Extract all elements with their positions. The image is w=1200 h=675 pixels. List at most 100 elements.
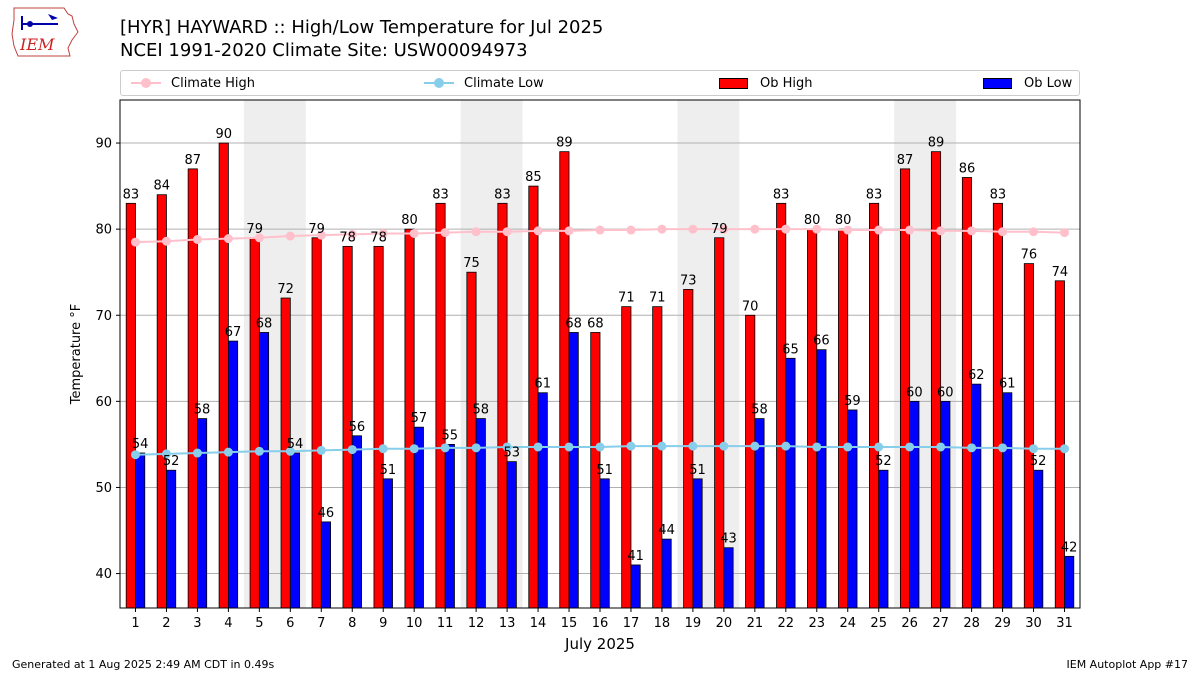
ob-high-label: 80 xyxy=(835,213,852,228)
ob-high-label: 76 xyxy=(1021,248,1038,263)
legend-climate-low: Climate Low xyxy=(424,71,544,95)
climate-high-point xyxy=(781,224,791,234)
x-tick-label: 25 xyxy=(870,616,887,631)
climate-low-point xyxy=(967,443,977,453)
legend-ob-high-label: Ob High xyxy=(760,75,813,91)
ob-high-label: 84 xyxy=(154,179,171,194)
ob-high-label: 73 xyxy=(680,273,697,288)
ob-high-label: 83 xyxy=(432,187,449,202)
climate-low-point xyxy=(502,442,512,452)
climate-low-point xyxy=(161,449,171,459)
y-tick-label: 40 xyxy=(95,567,112,582)
climate-high-point xyxy=(719,224,729,234)
ob-low-bar xyxy=(258,332,270,609)
y-tick-label: 60 xyxy=(95,395,112,410)
ob-high-label: 83 xyxy=(123,187,140,202)
climate-high-point xyxy=(378,228,388,238)
ob-high-bar xyxy=(714,237,725,609)
ob-high-label: 86 xyxy=(959,161,976,176)
x-tick-label: 7 xyxy=(317,616,325,631)
climate-low-point xyxy=(626,441,636,451)
ob-low-label: 66 xyxy=(813,334,830,349)
climate-low-swatch xyxy=(424,78,454,88)
ob-high-label: 80 xyxy=(804,213,821,228)
climate-high-point xyxy=(130,237,140,247)
ob-high-label: 89 xyxy=(928,136,945,151)
ob-high-label: 89 xyxy=(556,136,573,151)
x-axis-label: July 2025 xyxy=(564,635,635,653)
legend-climate-high: Climate High xyxy=(131,71,255,95)
ob-high-bar xyxy=(125,202,136,609)
ob-low-bar xyxy=(568,332,579,609)
ob-low-label: 61 xyxy=(999,377,1016,392)
climate-low-point xyxy=(688,441,698,451)
y-tick-label: 70 xyxy=(95,309,112,324)
climate-low-point xyxy=(533,442,543,452)
ob-high-label: 83 xyxy=(494,187,511,202)
y-tick-label: 50 xyxy=(95,481,112,496)
climate-high-point xyxy=(161,236,171,246)
ob-high-bar xyxy=(1054,280,1065,609)
ob-low-label: 52 xyxy=(163,454,180,469)
climate-low-point xyxy=(409,444,419,454)
climate-low-point xyxy=(843,442,853,452)
ob-high-bar xyxy=(528,185,539,609)
climate-high-point xyxy=(409,228,419,238)
ob-high-label: 70 xyxy=(742,299,759,314)
ob-low-label: 55 xyxy=(442,428,459,443)
ob-low-bar xyxy=(692,478,703,609)
climate-high-point xyxy=(347,229,357,239)
climate-high-point xyxy=(1060,228,1070,238)
ob-high-label: 83 xyxy=(773,187,790,202)
climate-high-point xyxy=(192,234,202,244)
ob-low-label: 54 xyxy=(132,437,149,452)
ob-low-bar xyxy=(599,478,610,609)
ob-high-bar xyxy=(311,237,322,609)
climate-high-point xyxy=(316,230,326,240)
climate-high-point xyxy=(688,224,698,234)
footer-generated: Generated at 1 Aug 2025 2:49 AM CDT in 0… xyxy=(12,658,275,671)
x-tick-label: 8 xyxy=(348,616,356,631)
ob-high-label: 74 xyxy=(1052,265,1069,280)
ob-high-label: 87 xyxy=(897,153,914,168)
ob-low-bar xyxy=(166,469,177,609)
climate-high-point xyxy=(812,224,822,234)
ob-high-label: 75 xyxy=(463,256,480,271)
ob-high-bar xyxy=(156,194,167,609)
ob-low-bar xyxy=(630,564,641,609)
climate-high-point xyxy=(657,224,667,234)
climate-high-point xyxy=(843,225,853,235)
ob-low-bar xyxy=(320,521,331,609)
ob-low-label: 51 xyxy=(596,463,613,478)
climate-high-point xyxy=(285,231,295,241)
climate-low-point xyxy=(874,442,884,452)
ob-high-bar xyxy=(1023,263,1034,609)
ob-low-bar xyxy=(1064,555,1075,609)
ob-low-bar xyxy=(506,461,517,609)
ob-low-label: 57 xyxy=(411,411,428,426)
iem-logo: IEM xyxy=(11,7,79,57)
x-tick-label: 27 xyxy=(932,616,949,631)
climate-low-point xyxy=(254,446,264,456)
x-tick-label: 10 xyxy=(406,616,423,631)
climate-low-point xyxy=(440,443,450,453)
legend-climate-high-label: Climate High xyxy=(171,75,256,91)
ob-low-bar xyxy=(909,400,920,609)
ob-low-bar xyxy=(382,478,393,609)
climate-low-point xyxy=(595,442,605,452)
climate-low-point xyxy=(347,445,357,455)
x-tick-label: 20 xyxy=(716,616,733,631)
climate-low-point xyxy=(285,446,295,456)
ob-low-label: 51 xyxy=(689,463,706,478)
ob-high-label: 72 xyxy=(277,282,294,297)
ob-low-bar xyxy=(816,349,827,609)
climate-high-point xyxy=(626,225,636,235)
climate-low-point xyxy=(750,441,760,451)
ob-low-label: 59 xyxy=(844,394,861,409)
ob-high-bar xyxy=(652,306,663,609)
ob-low-label: 41 xyxy=(627,549,644,564)
x-tick-label: 1 xyxy=(131,616,139,631)
x-tick-label: 3 xyxy=(193,616,201,631)
x-tick-label: 13 xyxy=(499,616,516,631)
climate-low-point xyxy=(905,442,915,452)
